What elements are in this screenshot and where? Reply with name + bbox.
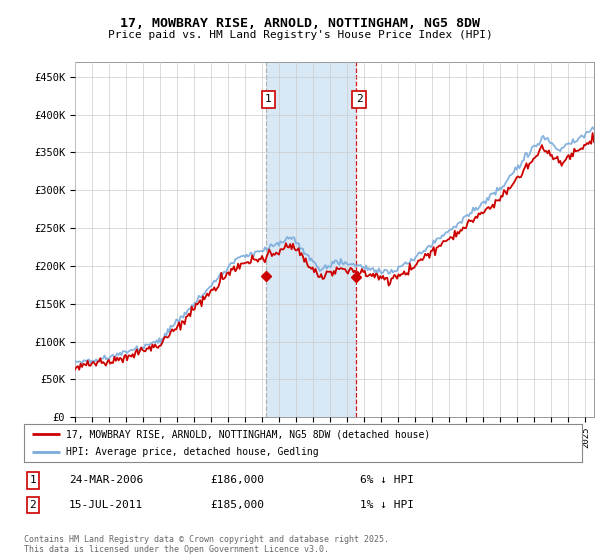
Text: 1: 1 — [29, 475, 37, 486]
Bar — [266, 62, 356, 417]
Text: £185,000: £185,000 — [210, 500, 264, 510]
Text: 24-MAR-2006: 24-MAR-2006 — [69, 475, 143, 486]
Text: 1% ↓ HPI: 1% ↓ HPI — [360, 500, 414, 510]
Text: 2: 2 — [29, 500, 37, 510]
Text: 1: 1 — [265, 95, 272, 104]
Text: Price paid vs. HM Land Registry's House Price Index (HPI): Price paid vs. HM Land Registry's House … — [107, 30, 493, 40]
Text: Contains HM Land Registry data © Crown copyright and database right 2025.
This d: Contains HM Land Registry data © Crown c… — [24, 535, 389, 554]
Text: HPI: Average price, detached house, Gedling: HPI: Average price, detached house, Gedl… — [66, 447, 319, 457]
Text: £186,000: £186,000 — [210, 475, 264, 486]
Text: 17, MOWBRAY RISE, ARNOLD, NOTTINGHAM, NG5 8DW: 17, MOWBRAY RISE, ARNOLD, NOTTINGHAM, NG… — [120, 17, 480, 30]
Text: 15-JUL-2011: 15-JUL-2011 — [69, 500, 143, 510]
Text: 6% ↓ HPI: 6% ↓ HPI — [360, 475, 414, 486]
Text: 2: 2 — [356, 95, 362, 104]
Text: 17, MOWBRAY RISE, ARNOLD, NOTTINGHAM, NG5 8DW (detached house): 17, MOWBRAY RISE, ARNOLD, NOTTINGHAM, NG… — [66, 429, 430, 439]
